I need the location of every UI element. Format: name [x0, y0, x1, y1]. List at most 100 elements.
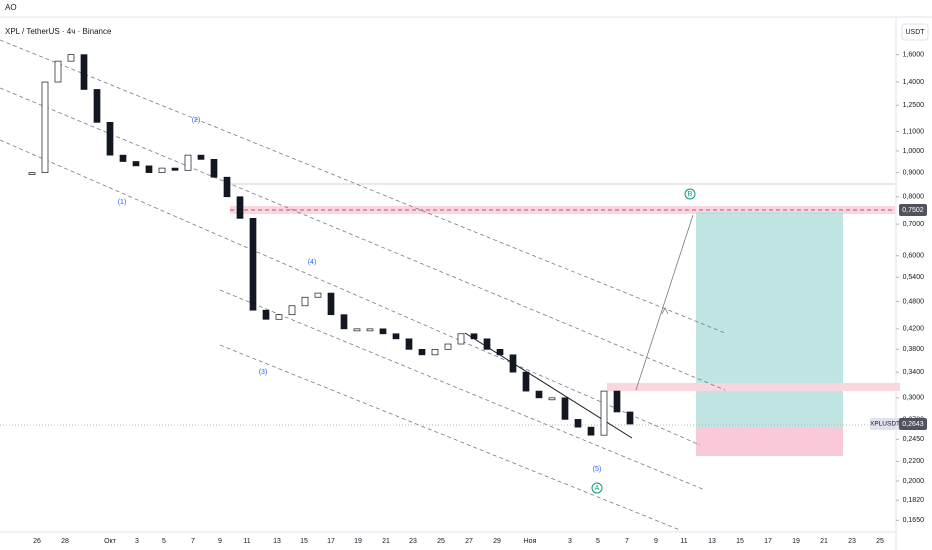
symbol-tag [870, 418, 900, 430]
y-tick-label: 0,2450 [903, 436, 925, 443]
candle [327, 292, 335, 316]
y-tick-label: 0,2200 [903, 458, 925, 465]
candle [353, 328, 361, 332]
wave-marker-label: A [595, 485, 600, 492]
candle [28, 172, 36, 175]
y-tick-label: 0,4200 [903, 326, 925, 333]
candle [444, 343, 452, 350]
x-tick-label: 11 [243, 538, 250, 545]
x-tick-label: 25 [437, 538, 445, 545]
x-tick-label: 26 [33, 538, 41, 545]
candle [93, 89, 101, 123]
x-tick-label: 3 [135, 538, 139, 545]
candle [106, 121, 114, 156]
candle [54, 60, 62, 83]
wave-labels: (1) (2) (3) (4) (5) [118, 117, 602, 473]
wave-marker [684, 188, 696, 200]
candle [405, 338, 413, 350]
x-tick-label: 25 [876, 538, 884, 545]
candle [184, 154, 192, 171]
x-tick-label: 5 [596, 538, 600, 545]
candle [366, 328, 374, 332]
candle [613, 390, 621, 413]
candle [509, 354, 517, 373]
support-zone [607, 383, 900, 391]
x-tick-label: 13 [708, 538, 716, 545]
x-tick-label: 17 [327, 538, 335, 545]
y-tick-label: 0,8000 [903, 194, 925, 201]
candle [80, 54, 88, 90]
x-tick-label: 19 [792, 538, 800, 545]
candle [249, 217, 257, 311]
channel-line [0, 87, 726, 391]
y-tick-label: 0,2000 [903, 478, 925, 485]
candle [457, 333, 465, 345]
y-tick-label: 0,3800 [903, 346, 925, 353]
candle [483, 338, 491, 350]
y-tick-label: 1,6000 [903, 51, 925, 58]
candle [197, 154, 205, 160]
y-tick-label: 0,7000 [903, 221, 925, 228]
price-tag-label: 0,7502 [902, 207, 924, 214]
candle [392, 333, 400, 340]
channel-line [219, 289, 706, 491]
candle [379, 328, 387, 335]
candle [535, 390, 543, 399]
x-tick-label: 9 [218, 538, 222, 545]
candle [119, 154, 127, 162]
x-tick-label: 15 [300, 538, 308, 545]
x-tick-label: 7 [625, 538, 629, 545]
candle [275, 314, 283, 320]
symbol-label: XPL / TetherUS · 4ч · Binance [5, 27, 112, 36]
candle [561, 397, 569, 420]
candle [171, 167, 179, 171]
candle [431, 349, 439, 356]
channel-line [0, 139, 701, 446]
target-box [696, 212, 843, 427]
wave-label: (3) [259, 369, 268, 376]
y-tick-label: 0,6000 [903, 253, 925, 260]
candle [288, 305, 296, 316]
candle [600, 390, 608, 436]
y-tick-label: 0,1820 [903, 497, 925, 504]
x-tick-label: 5 [162, 538, 166, 545]
price-axis: 1,6000 1,4000 1,2500 1,1000 1,0000 0,9000 0,80… [896, 51, 924, 524]
candle [145, 165, 153, 173]
last-price-tag [899, 418, 927, 430]
x-tick-label: 23 [409, 538, 417, 545]
candle [522, 371, 530, 392]
candles [28, 54, 634, 436]
candle [132, 161, 140, 167]
x-tick-label: Ноя [524, 538, 537, 545]
x-tick-label: 7 [191, 538, 195, 545]
x-tick-label: Окт [104, 538, 117, 545]
currency-button[interactable] [901, 23, 929, 41]
candle [41, 81, 49, 173]
x-tick-label: 3 [568, 538, 572, 545]
candle [418, 349, 426, 356]
stop-box [696, 427, 843, 456]
symbol-tag-label: XPLUSDT [870, 421, 900, 428]
y-tick-label: 1,1000 [903, 128, 925, 135]
x-tick-label: 15 [736, 538, 744, 545]
x-tick-label: 17 [764, 538, 772, 545]
x-tick-label: 27 [465, 538, 473, 545]
channel-line [0, 39, 726, 334]
candle [67, 54, 75, 62]
y-tick-label: 1,4000 [903, 79, 925, 86]
candle [587, 426, 595, 436]
y-tick-label: 1,0000 [903, 148, 925, 155]
candle [223, 176, 231, 198]
x-tick-label: 21 [382, 538, 390, 545]
x-tick-label: 9 [654, 538, 658, 545]
candle [470, 333, 478, 340]
candle [262, 309, 270, 320]
y-tick-label: 0,4800 [903, 298, 925, 305]
candle [548, 397, 556, 401]
candle [496, 349, 504, 356]
candle [340, 314, 348, 330]
currency-label[interactable]: USDT [905, 29, 925, 36]
last-price-label: 0,2643 [902, 421, 924, 428]
x-tick-label: 29 [493, 538, 501, 545]
